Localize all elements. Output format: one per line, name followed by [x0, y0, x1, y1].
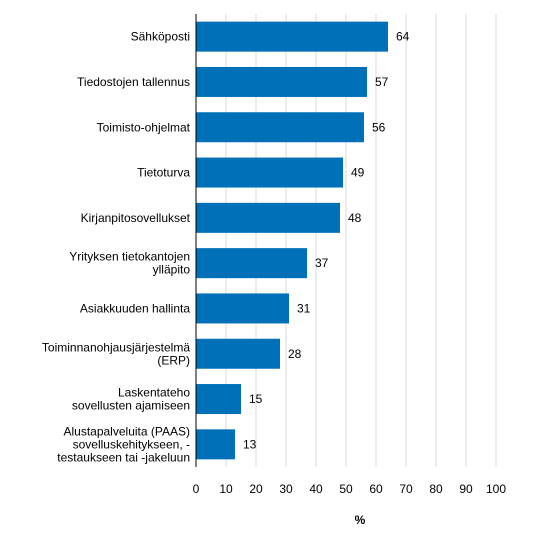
x-tick-label: 40: [309, 482, 323, 496]
x-tick-label: 80: [429, 482, 443, 496]
category-label-line: (ERP): [157, 353, 190, 367]
category-label-line: Alustapalveluita (PAAS): [63, 424, 190, 438]
category-labels: Sähköposti Tiedostojen tallennus Toimisto-…: [42, 30, 191, 465]
bar: [196, 248, 307, 279]
data-label: 28: [288, 347, 302, 361]
category-label: Sähköposti: [131, 30, 190, 44]
data-label: 64: [396, 30, 410, 44]
data-label: 56: [372, 120, 386, 134]
category-label-line: Sähköposti: [131, 30, 190, 44]
x-tick-label: 90: [459, 482, 473, 496]
category-label: Laskentateho sovellusten ajamiseen: [72, 386, 190, 413]
category-label: Yrityksen tietokantojen ylläpito: [69, 250, 190, 277]
category-label-line: Kirjanpitosovellukset: [81, 211, 191, 225]
data-label: 48: [348, 211, 362, 225]
category-label: Tietoturva: [137, 166, 190, 180]
x-tick-label: 20: [249, 482, 263, 496]
bar: [196, 338, 280, 369]
category-label-line: Tietoturva: [137, 166, 190, 180]
bar: [196, 157, 343, 188]
category-label: Kirjanpitosovellukset: [81, 211, 191, 225]
category-label-line: Yrityksen tietokantojen: [69, 250, 190, 264]
category-label: Toimisto-ohjelmat: [97, 120, 191, 134]
category-label-line: testaukseen tai -jakeluun: [57, 450, 190, 464]
category-label-line: Tiedostojen tallennus: [77, 75, 190, 89]
data-label: 49: [351, 166, 365, 180]
x-tick-label: 70: [399, 482, 413, 496]
x-tick-label: 100: [486, 482, 506, 496]
bars: [196, 21, 388, 460]
bar: [196, 66, 367, 97]
data-label: 13: [243, 437, 257, 451]
bar: [196, 384, 241, 415]
x-tick-label: 0: [193, 482, 200, 496]
x-tick-label: 30: [279, 482, 293, 496]
category-label-line: Asiakkuuden hallinta: [80, 301, 190, 315]
x-tick-labels: 0 10 20 30 40 50 60 70 80 90 100: [193, 482, 507, 496]
data-label: 37: [315, 256, 329, 270]
data-label: 57: [375, 75, 389, 89]
category-label-line: ylläpito: [153, 263, 191, 277]
value-labels: 64 57 56 49 48 37 31 28 15 13: [243, 30, 410, 452]
x-tick-label: 50: [339, 482, 353, 496]
category-label: Tiedostojen tallennus: [77, 75, 190, 89]
data-label: 31: [297, 301, 311, 315]
category-label-line: Toiminnanohjausjärjestelmä: [42, 340, 190, 354]
x-tick-label: 60: [369, 482, 383, 496]
category-label: Alustapalveluita (PAAS) sovelluskehitykse…: [57, 424, 190, 464]
x-axis-title: %: [355, 513, 366, 527]
bar: [196, 21, 388, 52]
category-label-line: sovelluskehitykseen, -: [73, 437, 190, 451]
category-label-line: sovellusten ajamiseen: [72, 399, 190, 413]
category-label-line: Toimisto-ohjelmat: [97, 120, 191, 134]
category-label: Asiakkuuden hallinta: [80, 301, 190, 315]
bar: [196, 112, 364, 143]
bar: [196, 293, 289, 324]
bar: [196, 429, 235, 460]
category-label: Toiminnanohjausjärjestelmä (ERP): [42, 340, 190, 367]
bar: [196, 202, 340, 233]
x-tick-label: 10: [219, 482, 233, 496]
data-label: 15: [249, 392, 263, 406]
category-label-line: Laskentateho: [118, 386, 190, 400]
